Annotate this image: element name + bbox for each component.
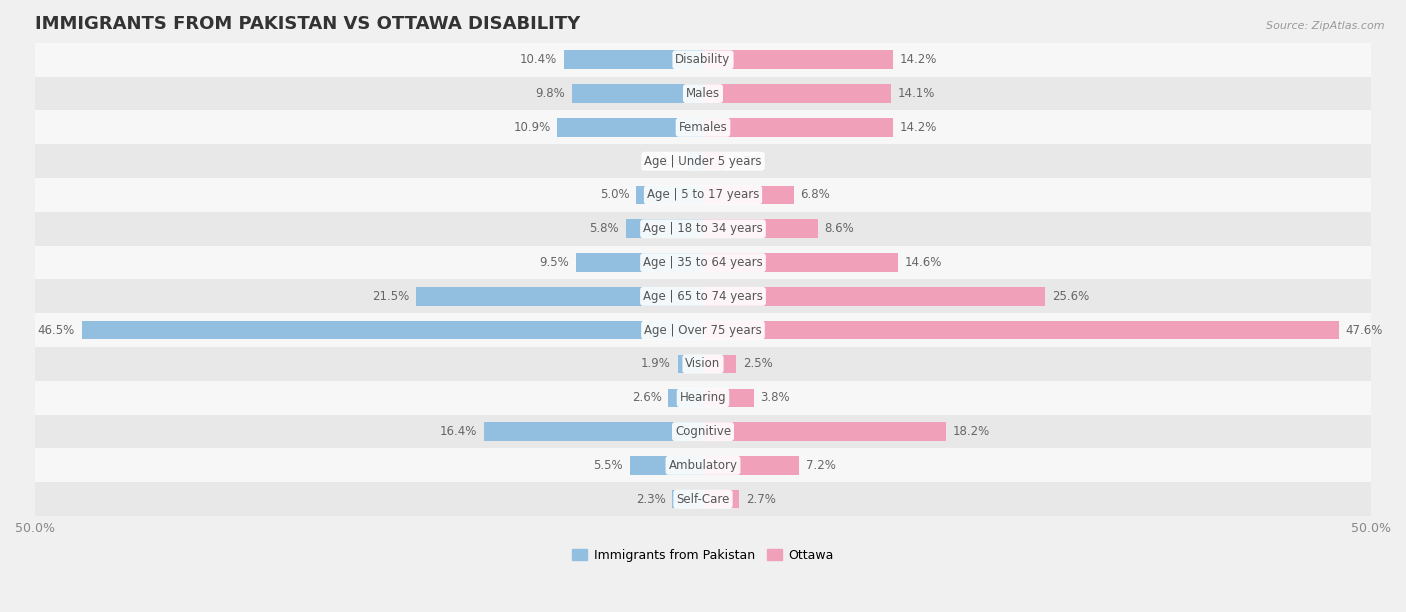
Bar [703,51,893,69]
Bar [636,185,703,204]
Bar [35,347,1371,381]
Text: 25.6%: 25.6% [1052,290,1088,303]
Bar [668,389,703,407]
Bar [703,185,794,204]
Bar [564,51,703,69]
Text: 14.6%: 14.6% [904,256,942,269]
Text: 3.8%: 3.8% [761,391,790,405]
Text: Cognitive: Cognitive [675,425,731,438]
Bar [35,178,1371,212]
Bar [82,321,703,340]
Bar [484,422,703,441]
Bar [703,321,1339,340]
Bar [703,422,946,441]
Text: 1.1%: 1.1% [652,155,682,168]
Text: 5.8%: 5.8% [589,222,619,235]
Text: Age | 35 to 64 years: Age | 35 to 64 years [643,256,763,269]
Bar [672,490,703,509]
Bar [703,355,737,373]
Bar [35,212,1371,245]
Bar [678,355,703,373]
Bar [557,118,703,136]
Text: 8.6%: 8.6% [824,222,855,235]
Bar [703,389,754,407]
Text: 9.8%: 9.8% [536,87,565,100]
Text: 10.9%: 10.9% [513,121,551,134]
Bar [703,220,818,238]
Text: 14.2%: 14.2% [900,53,936,66]
Text: Hearing: Hearing [679,391,727,405]
Bar [576,253,703,272]
Text: Vision: Vision [685,357,721,370]
Text: Age | 65 to 74 years: Age | 65 to 74 years [643,290,763,303]
Bar [35,449,1371,482]
Text: 16.4%: 16.4% [440,425,477,438]
Bar [35,245,1371,280]
Text: 2.7%: 2.7% [745,493,776,506]
Text: Disability: Disability [675,53,731,66]
Text: 9.5%: 9.5% [540,256,569,269]
Text: 6.8%: 6.8% [800,188,831,201]
Text: Males: Males [686,87,720,100]
Text: 21.5%: 21.5% [371,290,409,303]
Text: 14.2%: 14.2% [900,121,936,134]
Text: Source: ZipAtlas.com: Source: ZipAtlas.com [1267,21,1385,31]
Bar [572,84,703,103]
Text: 2.5%: 2.5% [744,357,773,370]
Text: IMMIGRANTS FROM PAKISTAN VS OTTAWA DISABILITY: IMMIGRANTS FROM PAKISTAN VS OTTAWA DISAB… [35,15,581,33]
Text: Age | 5 to 17 years: Age | 5 to 17 years [647,188,759,201]
Text: Age | Over 75 years: Age | Over 75 years [644,324,762,337]
Text: Age | 18 to 34 years: Age | 18 to 34 years [643,222,763,235]
Bar [689,152,703,171]
Text: 2.6%: 2.6% [631,391,662,405]
Text: Females: Females [679,121,727,134]
Bar [703,84,891,103]
Text: 10.4%: 10.4% [520,53,557,66]
Bar [703,456,799,475]
Bar [703,152,725,171]
Text: Age | Under 5 years: Age | Under 5 years [644,155,762,168]
Text: 46.5%: 46.5% [38,324,75,337]
Text: 47.6%: 47.6% [1346,324,1384,337]
Text: 5.0%: 5.0% [600,188,630,201]
Bar [35,381,1371,415]
Text: 7.2%: 7.2% [806,459,835,472]
Bar [703,118,893,136]
Bar [703,287,1045,305]
Text: 5.5%: 5.5% [593,459,623,472]
Bar [35,111,1371,144]
Legend: Immigrants from Pakistan, Ottawa: Immigrants from Pakistan, Ottawa [567,543,839,567]
Bar [35,313,1371,347]
Bar [630,456,703,475]
Bar [35,76,1371,111]
Text: 1.9%: 1.9% [641,357,671,370]
Bar [416,287,703,305]
Text: Ambulatory: Ambulatory [668,459,738,472]
Text: Self-Care: Self-Care [676,493,730,506]
Text: 1.7%: 1.7% [733,155,762,168]
Text: 18.2%: 18.2% [953,425,990,438]
Bar [35,482,1371,516]
Text: 14.1%: 14.1% [898,87,935,100]
Bar [35,43,1371,76]
Bar [626,220,703,238]
Bar [703,253,898,272]
Bar [703,490,740,509]
Bar [35,280,1371,313]
Bar [35,415,1371,449]
Text: 2.3%: 2.3% [636,493,665,506]
Bar [35,144,1371,178]
